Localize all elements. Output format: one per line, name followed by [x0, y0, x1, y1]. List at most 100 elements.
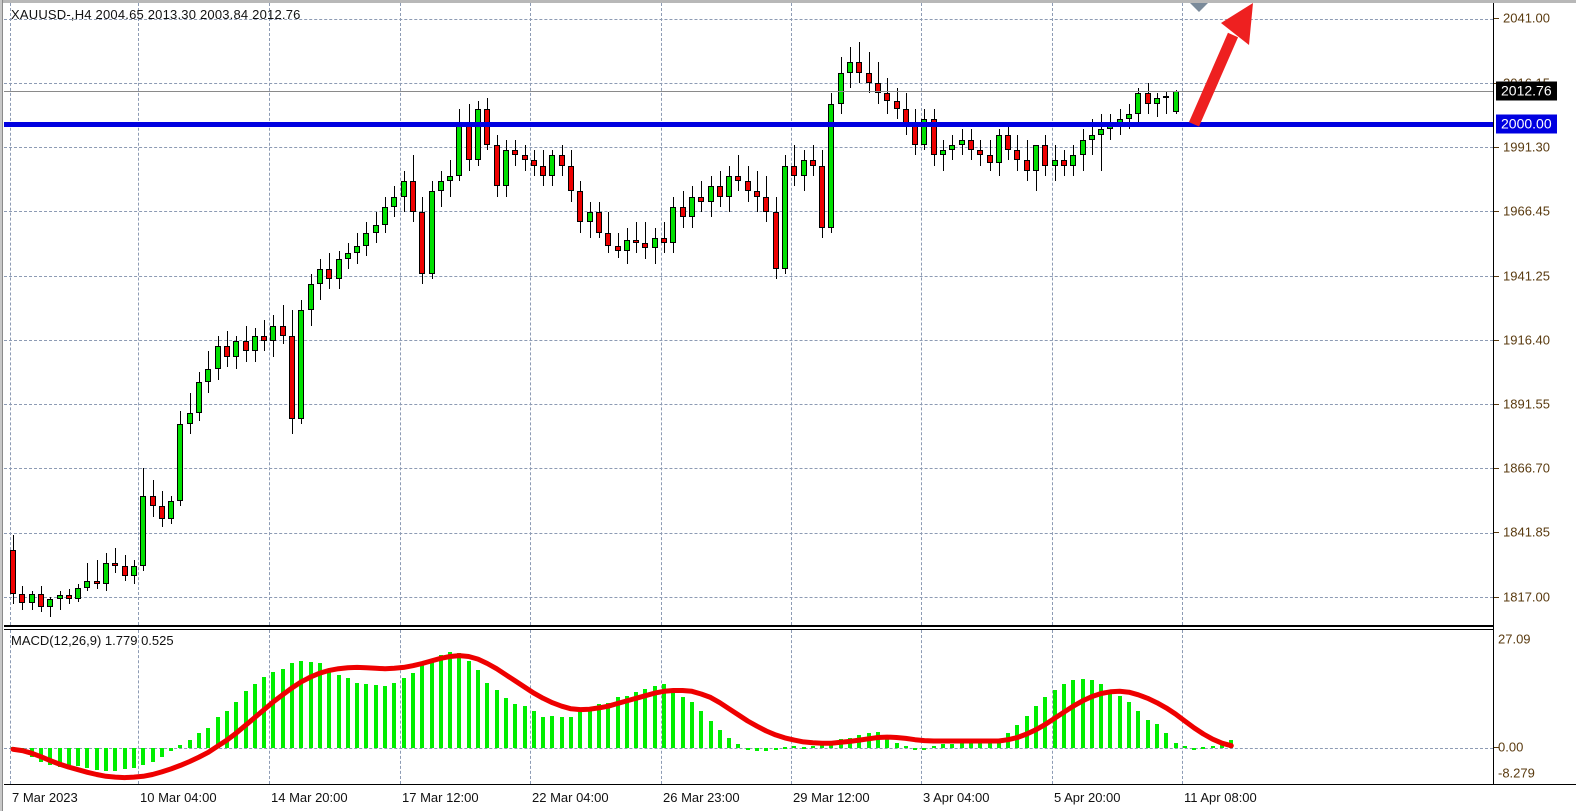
- candle-body: [112, 563, 119, 566]
- candle-wick: [1156, 93, 1158, 117]
- macd-histogram-bar: [652, 686, 657, 748]
- candle-body: [679, 206, 686, 218]
- macd-histogram-bar: [885, 736, 890, 748]
- candle-body: [149, 495, 156, 507]
- macd-histogram-bar: [968, 741, 973, 748]
- macd-histogram-bar: [541, 716, 546, 748]
- price-axis-label: 1916.40: [1503, 332, 1550, 348]
- candle-body: [1042, 144, 1049, 166]
- candle-wick: [738, 155, 740, 192]
- candle-body: [316, 268, 323, 285]
- macd-histogram-bar: [271, 671, 276, 748]
- time-gridline: [10, 3, 11, 625]
- macd-histogram-bar: [1201, 747, 1206, 750]
- candle-body: [530, 160, 537, 166]
- macd-histogram-bar: [113, 747, 118, 771]
- candle-body: [744, 181, 751, 192]
- price-gridline: [4, 404, 1493, 406]
- price-axis[interactable]: 2041.002016.151991.301966.451941.251916.…: [1493, 3, 1576, 625]
- macd-histogram-bar: [66, 747, 71, 768]
- macd-histogram-bar: [699, 710, 704, 748]
- macd-histogram-bar: [131, 747, 136, 768]
- price-axis-tick: [1494, 340, 1499, 342]
- candle-wick: [264, 320, 266, 352]
- macd-histogram-bar: [792, 746, 797, 749]
- time-axis[interactable]: 7 Mar 2023 10 Mar 04:00 14 Mar 20:00 17 Mar…: [4, 784, 1576, 811]
- macd-histogram-bar: [773, 747, 778, 750]
- price-gridline: [4, 275, 1493, 277]
- macd-histogram-bar: [215, 716, 220, 748]
- price-axis-tick: [1494, 404, 1499, 406]
- macd-histogram-bar: [689, 701, 694, 748]
- macd-histogram-bar: [978, 741, 983, 748]
- macd-histogram-bar: [531, 711, 536, 748]
- bid-price-line: [4, 91, 1493, 93]
- macd-indicator-panel[interactable]: MACD(12,26,9) 1.779 0.525: [4, 629, 1493, 785]
- time-axis-label: 26 Mar 23:00: [663, 790, 740, 805]
- candle-body: [205, 369, 212, 383]
- macd-histogram-bar: [1071, 680, 1076, 748]
- candle-body: [754, 191, 760, 197]
- macd-histogram-bar: [327, 668, 332, 748]
- macd-histogram-bar: [913, 747, 918, 750]
- macd-histogram-bar: [671, 690, 676, 748]
- price-axis-label: 1841.85: [1503, 524, 1550, 540]
- macd-histogram-bar: [94, 747, 99, 770]
- candle-body: [568, 165, 574, 192]
- candle-body: [977, 150, 984, 156]
- candle-body: [130, 565, 137, 576]
- level-price-tag: 2000.00: [1496, 114, 1557, 134]
- macd-histogram-bar: [513, 703, 518, 748]
- macd-histogram-bar: [308, 661, 313, 748]
- candle-wick: [757, 170, 758, 213]
- macd-histogram-bar: [150, 747, 155, 762]
- candle-body: [75, 587, 82, 600]
- candle-body: [233, 341, 240, 357]
- macd-histogram-bar: [104, 747, 108, 771]
- macd-histogram-bar: [745, 747, 750, 750]
- price-gridline: [4, 596, 1493, 598]
- candle-body: [930, 119, 937, 156]
- candle-body: [716, 186, 723, 197]
- price-axis-label: 1817.00: [1503, 589, 1550, 605]
- candle-body: [726, 175, 733, 197]
- macd-histogram-bar: [1145, 720, 1150, 748]
- candle-wick: [189, 392, 191, 434]
- bullish-arrow-annotation[interactable]: [4, 3, 1493, 625]
- macd-histogram-bar: [122, 747, 127, 769]
- macd-histogram-bar: [48, 747, 53, 766]
- support-level-2000-line[interactable]: [4, 122, 1493, 128]
- macd-histogram-bar: [717, 729, 722, 748]
- macd-histogram-bar: [634, 692, 639, 748]
- candle-wick: [943, 139, 944, 171]
- candle-wick: [96, 560, 98, 589]
- time-gridline: [10, 630, 11, 784]
- price-chart-panel[interactable]: XAUUSD-,H4 2004.65 2013.30 2003.84 2012.…: [4, 3, 1493, 627]
- candle-body: [623, 240, 630, 251]
- bid-price-tag: 2012.76: [1496, 81, 1557, 101]
- macd-histogram-bar: [373, 685, 378, 748]
- macd-histogram-bar: [317, 662, 322, 748]
- time-axis-label: 17 Mar 12:00: [402, 790, 479, 805]
- candle-body: [1153, 98, 1160, 104]
- window-left-border: [0, 0, 3, 811]
- time-gridline: [921, 3, 922, 625]
- macd-histogram-bar: [503, 698, 508, 748]
- candle-body: [949, 144, 956, 151]
- candle-body: [47, 599, 54, 607]
- price-axis-tick: [1494, 532, 1499, 534]
- candle-body: [56, 595, 63, 600]
- candle-body: [688, 196, 695, 218]
- candle-body: [614, 245, 621, 251]
- candle-body: [1023, 160, 1030, 171]
- macd-histogram-bar: [57, 747, 62, 768]
- macd-histogram-bar: [76, 747, 81, 767]
- candle-body: [837, 72, 844, 104]
- candle-body: [707, 186, 714, 202]
- macd-histogram-bar: [1164, 733, 1169, 748]
- candle-body: [670, 206, 677, 244]
- macd-histogram-bar: [922, 747, 927, 750]
- time-gridline: [661, 630, 662, 784]
- price-axis-tick: [1494, 596, 1499, 598]
- candle-body: [177, 423, 184, 502]
